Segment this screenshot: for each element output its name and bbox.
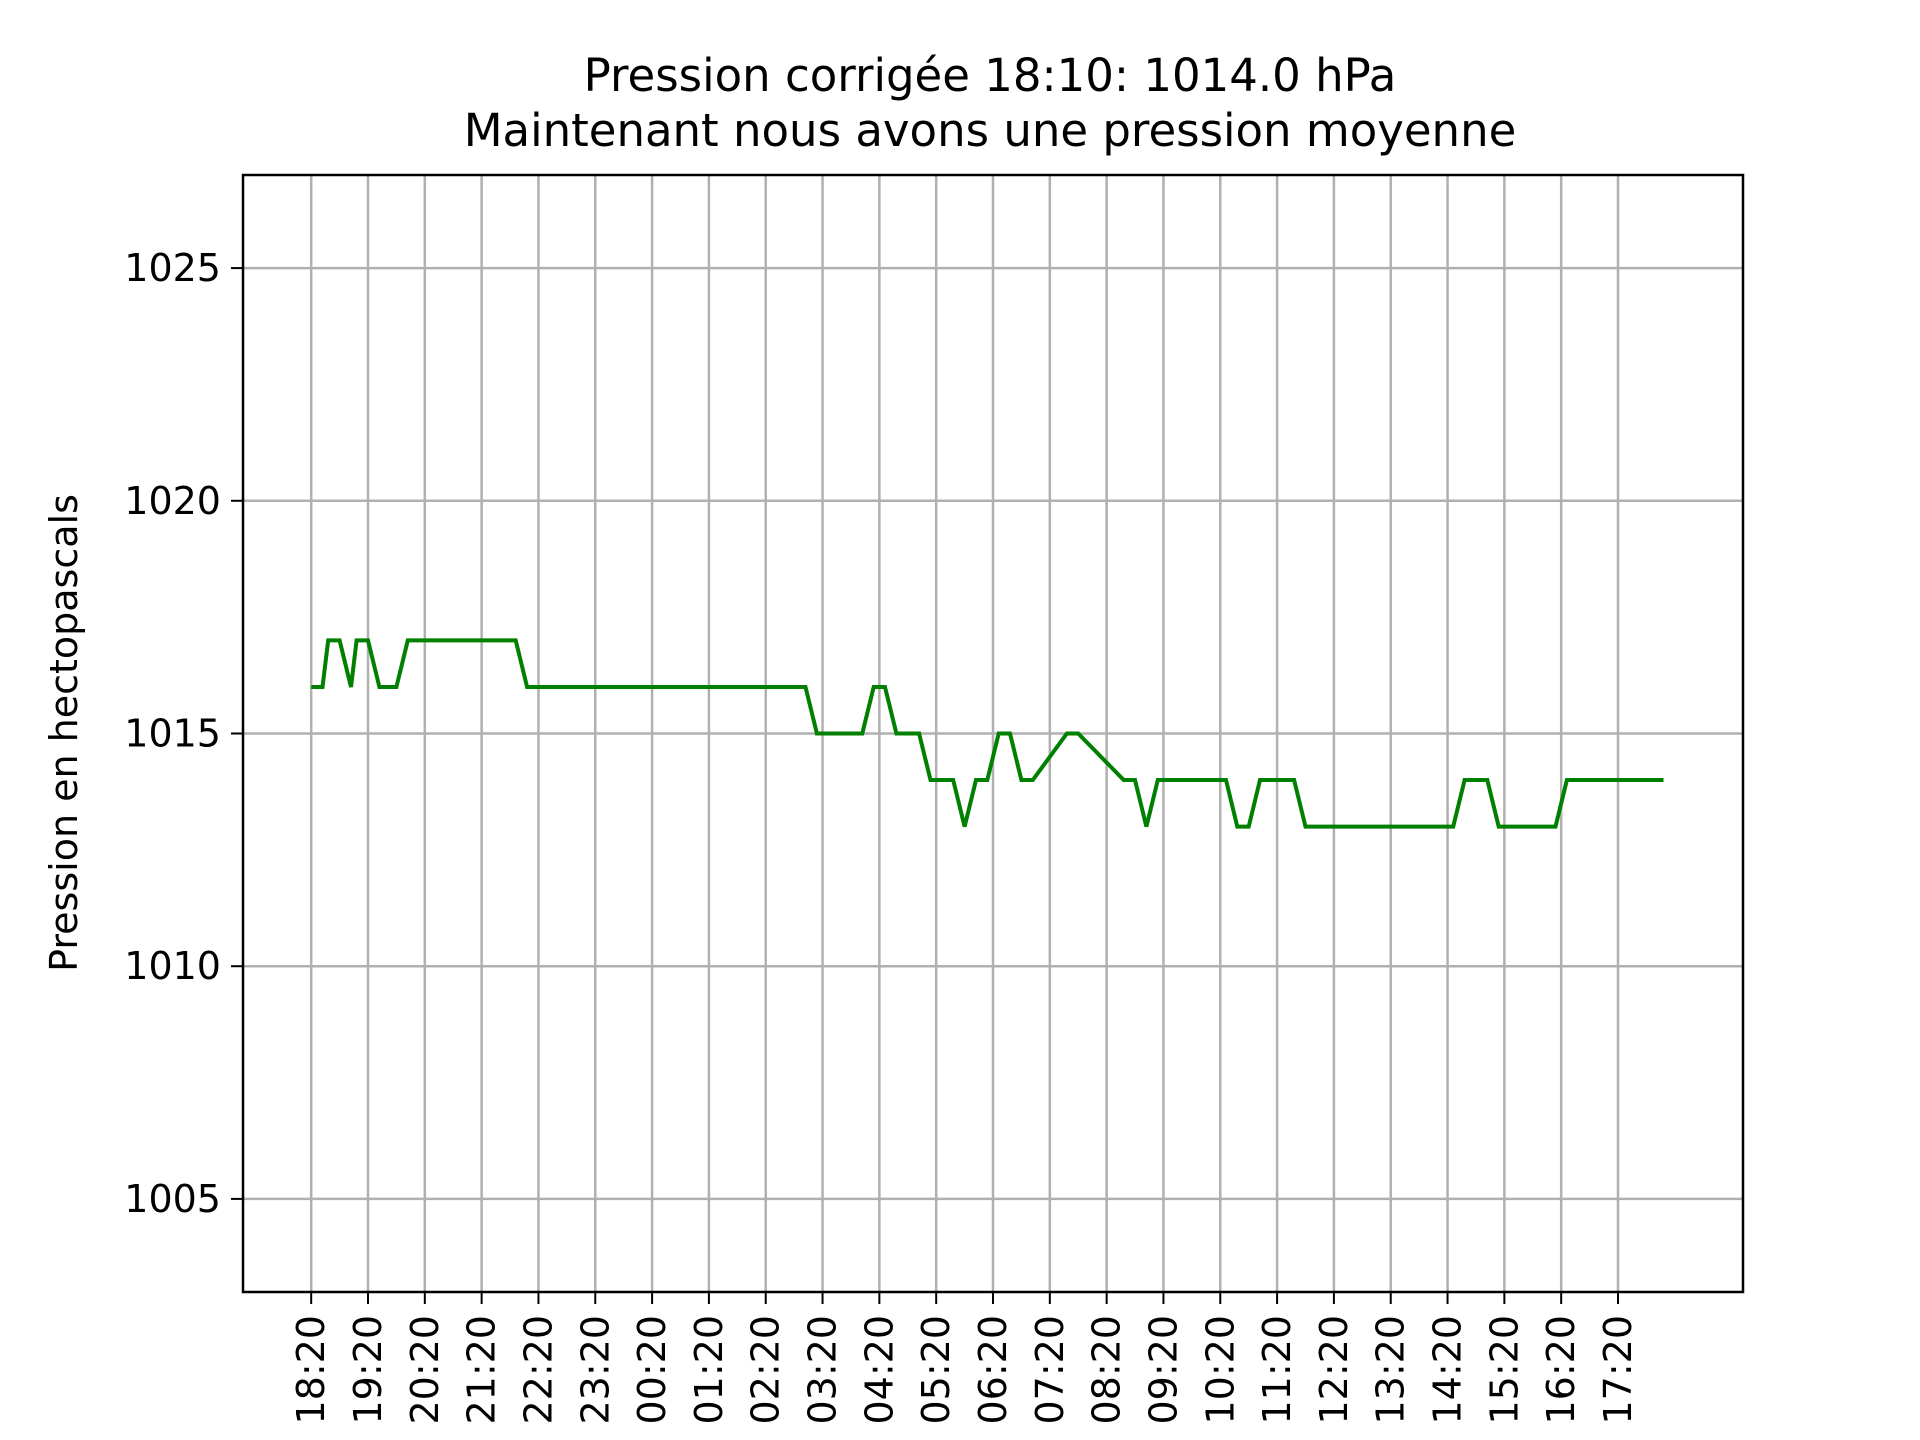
y-tick-label: 1025 xyxy=(124,246,221,290)
x-tick-label: 19:20 xyxy=(346,1315,390,1425)
x-tick-label: 17:20 xyxy=(1596,1315,1640,1425)
x-tick-label: 09:20 xyxy=(1141,1315,1185,1425)
x-tick-label: 02:20 xyxy=(744,1315,788,1425)
y-axis: 1005 1010 1015 1020 1025 xyxy=(124,246,243,1221)
x-tick-label: 00:20 xyxy=(630,1315,674,1425)
x-tick-label: 21:20 xyxy=(460,1315,504,1425)
y-tick-label: 1005 xyxy=(124,1177,221,1221)
x-tick-label: 11:20 xyxy=(1255,1315,1299,1425)
x-tick-label: 18:20 xyxy=(289,1315,333,1425)
x-tick-label: 06:20 xyxy=(971,1315,1015,1425)
y-axis-label: Pression en hectopascals xyxy=(42,494,86,972)
chart-subtitle: Maintenant nous avons une pression moyen… xyxy=(464,104,1517,157)
chart-title: Pression corrigée 18:10: 1014.0 hPa xyxy=(584,49,1397,102)
x-tick-label: 04:20 xyxy=(857,1315,901,1425)
series-layer xyxy=(311,638,1664,829)
x-tick-label: 07:20 xyxy=(1028,1315,1072,1425)
x-axis: 18:20 19:20 20:20 21:20 22:20 23:20 00:20 01:20… xyxy=(289,1292,1640,1425)
pressure-series-line xyxy=(311,638,1664,829)
x-tick-label: 22:20 xyxy=(516,1315,560,1425)
x-tick-label: 10:20 xyxy=(1198,1315,1242,1425)
x-tick-label: 05:20 xyxy=(914,1315,958,1425)
y-tick-label: 1015 xyxy=(124,712,221,756)
x-tick-label: 16:20 xyxy=(1539,1315,1583,1425)
grid xyxy=(243,175,1743,1292)
x-tick-label: 23:20 xyxy=(573,1315,617,1425)
x-tick-label: 15:20 xyxy=(1482,1315,1526,1425)
x-tick-label: 03:20 xyxy=(801,1315,845,1425)
x-tick-label: 13:20 xyxy=(1369,1315,1413,1425)
x-tick-label: 20:20 xyxy=(403,1315,447,1425)
x-tick-label: 12:20 xyxy=(1312,1315,1356,1425)
x-tick-label: 08:20 xyxy=(1085,1315,1129,1425)
x-tick-label: 14:20 xyxy=(1426,1315,1470,1425)
y-tick-label: 1020 xyxy=(124,479,221,523)
x-tick-label: 01:20 xyxy=(687,1315,731,1425)
y-tick-label: 1010 xyxy=(124,944,221,988)
